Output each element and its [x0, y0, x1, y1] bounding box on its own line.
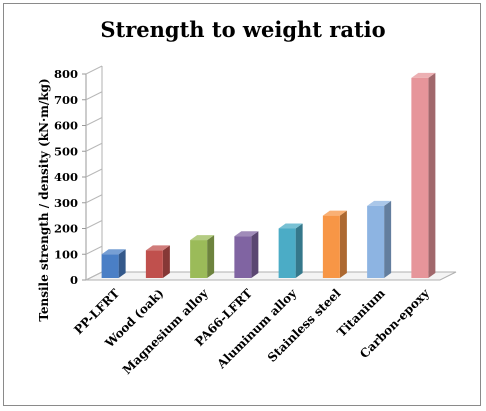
chart-frame [3, 3, 481, 406]
tick-gridline [85, 65, 103, 75]
floor [85, 271, 457, 281]
tick-gridline [85, 142, 103, 152]
y-tick-label: 800 [54, 67, 78, 81]
bar [411, 72, 436, 278]
tick-gridline [85, 220, 103, 229]
tick-gridline [85, 168, 103, 178]
bar [367, 200, 392, 278]
y-tick-label: 500 [54, 144, 78, 158]
bar [145, 245, 170, 278]
tick-gridline [85, 194, 103, 204]
bar [101, 249, 126, 278]
y-tick-label: 400 [54, 170, 78, 184]
chart-title: Strength to weight ratio [100, 17, 386, 42]
y-tick-label: 600 [54, 119, 78, 133]
bar [190, 235, 215, 278]
y-tick-label: 200 [54, 222, 78, 236]
tick-gridline [85, 91, 103, 101]
bar [278, 223, 303, 278]
tick-gridline [85, 245, 103, 255]
tick-gridline [85, 271, 103, 281]
y-tick-label: 300 [54, 196, 78, 210]
bar [234, 231, 259, 278]
y-tick-label: 0 [70, 273, 78, 287]
y-tick-label: 100 [54, 247, 78, 261]
x-category-label: Magnesium alloy [120, 285, 212, 377]
y-axis-label: Tensile strength / density (kN·m/kg) [37, 78, 51, 321]
y-tick-label: 700 [54, 93, 78, 107]
bar [322, 210, 347, 278]
x-category-label: Aluminum alloy [214, 285, 300, 371]
tick-gridline [85, 117, 103, 126]
